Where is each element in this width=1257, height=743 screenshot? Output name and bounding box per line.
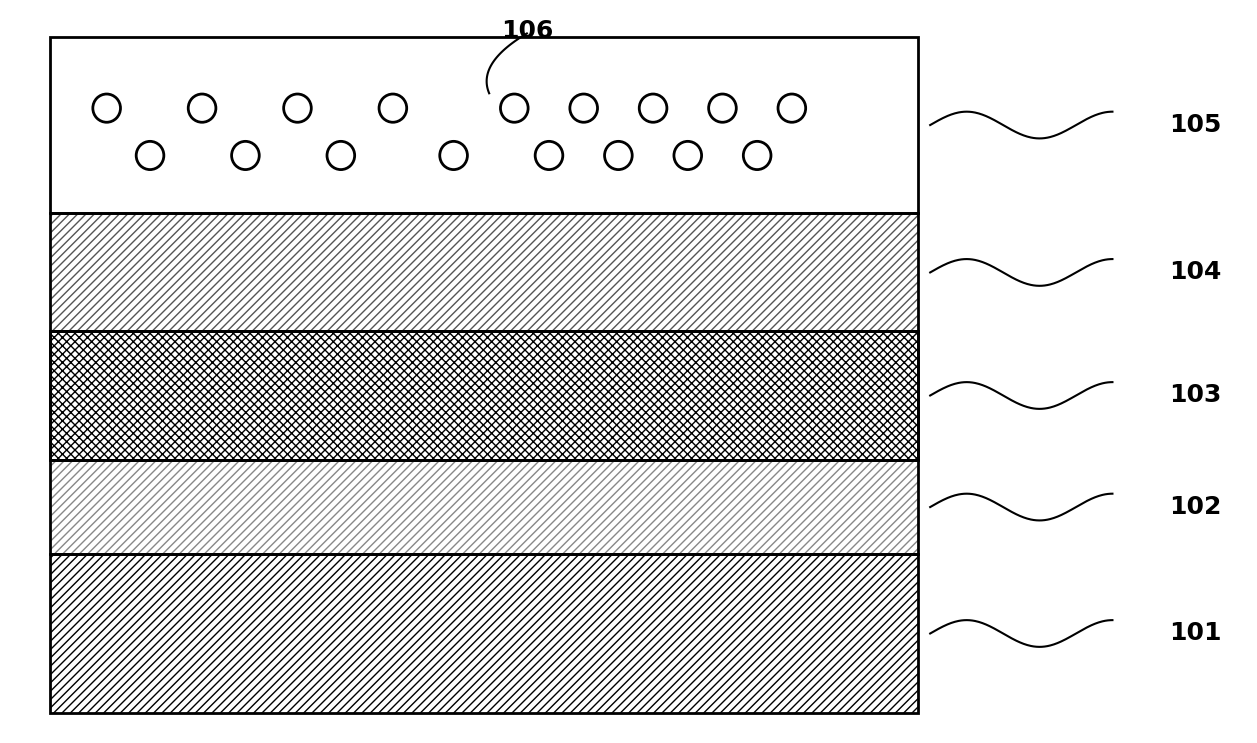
Bar [50, 331, 918, 460]
Ellipse shape [500, 94, 528, 123]
Text: 103: 103 [1169, 383, 1222, 407]
Ellipse shape [231, 141, 259, 169]
Bar [50, 37, 918, 213]
Bar [50, 331, 918, 460]
Ellipse shape [605, 141, 632, 169]
Text: 102: 102 [1169, 495, 1222, 519]
Ellipse shape [674, 141, 701, 169]
Bar [50, 213, 918, 331]
Bar [50, 460, 918, 554]
Ellipse shape [380, 94, 407, 123]
Ellipse shape [327, 141, 354, 169]
Ellipse shape [136, 141, 163, 169]
Ellipse shape [743, 141, 771, 169]
Ellipse shape [640, 94, 667, 123]
Text: 106: 106 [500, 19, 553, 42]
Ellipse shape [284, 94, 312, 123]
Ellipse shape [189, 94, 216, 123]
Ellipse shape [709, 94, 737, 123]
Bar [50, 213, 918, 331]
Text: 104: 104 [1169, 261, 1222, 285]
Bar [50, 331, 918, 460]
Text: 105: 105 [1169, 113, 1222, 137]
Ellipse shape [93, 94, 121, 123]
Bar [50, 331, 918, 460]
Ellipse shape [778, 94, 806, 123]
Bar [50, 554, 918, 713]
Ellipse shape [535, 141, 563, 169]
Bar [50, 460, 918, 554]
Ellipse shape [440, 141, 468, 169]
Bar [50, 37, 918, 213]
Ellipse shape [569, 94, 597, 123]
Text: 101: 101 [1169, 621, 1222, 646]
Bar [50, 554, 918, 713]
